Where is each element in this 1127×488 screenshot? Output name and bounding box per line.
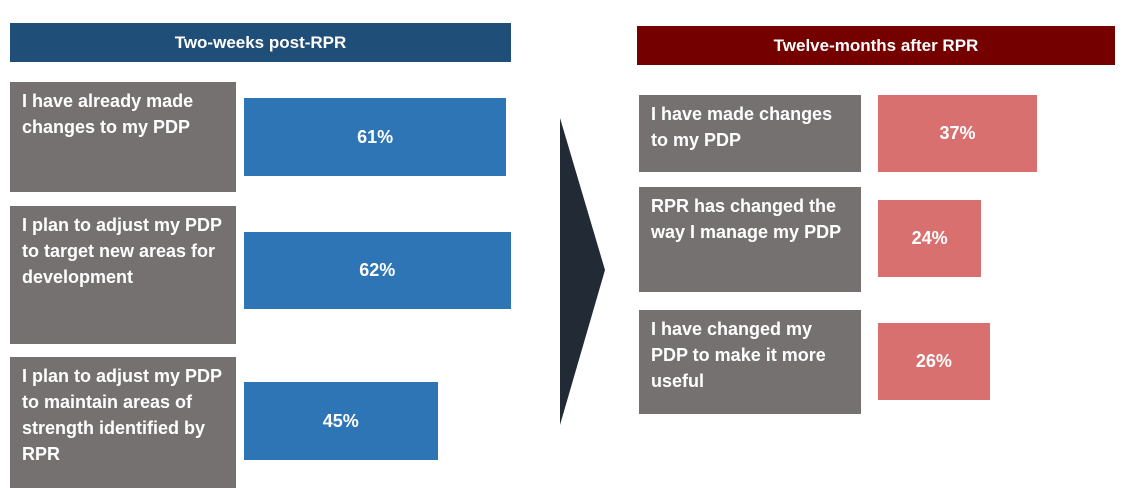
value-label: 61% [357, 126, 394, 147]
category-label: I have already made changes to my PDP [10, 82, 236, 192]
value-label: 37% [939, 123, 976, 143]
category-label: I have made changes to my PDP [639, 95, 861, 172]
bar: 45% [244, 382, 438, 460]
category-label: RPR has changed the way I manage my PDP [639, 187, 861, 292]
value-label: 62% [359, 260, 396, 280]
panel-title: Twelve-months after RPR [637, 26, 1115, 65]
bar: 62% [244, 232, 511, 309]
bar: 37% [878, 95, 1038, 172]
category-label: I plan to adjust my PDP to target new ar… [10, 206, 236, 344]
value-label: 24% [911, 228, 948, 248]
bar: 61% [244, 98, 507, 176]
category-label: I have changed my PDP to make it more us… [639, 310, 861, 414]
value-label: 45% [322, 410, 359, 431]
bar: 26% [878, 323, 990, 400]
arrow [560, 118, 605, 425]
panel-title: Two-weeks post-RPR [10, 23, 511, 62]
bar: 24% [878, 200, 982, 277]
category-label: I plan to adjust my PDP to maintain area… [10, 357, 236, 488]
value-label: 26% [915, 351, 952, 371]
